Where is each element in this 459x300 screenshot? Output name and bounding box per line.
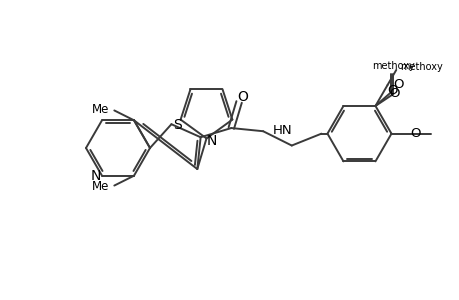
- Text: methoxy: methoxy: [371, 61, 414, 71]
- Text: methoxy: methoxy: [399, 62, 442, 72]
- Text: S: S: [173, 118, 181, 132]
- Text: Me: Me: [91, 180, 109, 193]
- Text: Me: Me: [91, 103, 109, 116]
- Text: HN: HN: [273, 124, 292, 137]
- Text: N: N: [206, 134, 216, 148]
- Text: O: O: [386, 84, 397, 98]
- Text: N: N: [90, 169, 101, 183]
- Text: O: O: [409, 127, 420, 140]
- Text: O: O: [392, 78, 403, 91]
- Text: O: O: [237, 90, 248, 104]
- Text: O: O: [388, 87, 399, 101]
